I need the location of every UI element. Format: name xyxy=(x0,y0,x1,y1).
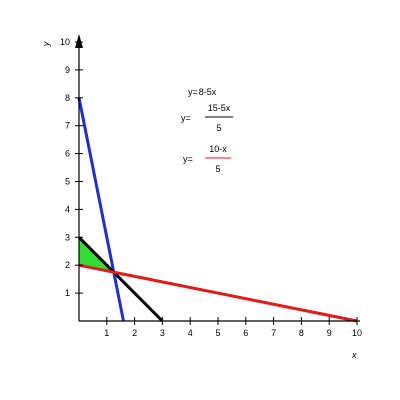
x-tick-label: 2 xyxy=(132,328,137,338)
x-tick-label: 4 xyxy=(188,328,193,338)
y-tick-label: 1 xyxy=(65,288,70,298)
x-tick-label: 1 xyxy=(104,328,109,338)
y-axis-label: y xyxy=(41,41,51,47)
series-line-black xyxy=(77,236,164,323)
series-layer xyxy=(77,97,358,323)
legend-eq-blue: y=8-5x xyxy=(188,87,217,97)
y-tick-label: 5 xyxy=(65,177,70,187)
legend-eq-red-numerator: 10-x xyxy=(209,144,227,154)
x-tick-label: 5 xyxy=(215,328,220,338)
legend-eq-black-denominator: 5 xyxy=(216,123,221,133)
y-tick-label: 9 xyxy=(65,65,70,75)
legend-eq-black-numerator: 15-5x xyxy=(208,103,231,113)
y-axis-arrow xyxy=(75,34,83,48)
legend-eq-red-lhs: y= xyxy=(183,154,193,164)
x-tick-label: 9 xyxy=(327,328,332,338)
x-tick-label: 7 xyxy=(271,328,276,338)
x-tick-label: 8 xyxy=(299,328,304,338)
legend-eq-blue-rhs: 8-5x xyxy=(199,87,217,97)
legend-eq-blue-lhs: y= xyxy=(188,87,198,97)
series-line-red xyxy=(78,263,358,323)
y-tick-label: 6 xyxy=(65,149,70,159)
y-tick-label: 8 xyxy=(65,93,70,103)
x-axis-label: x xyxy=(351,350,357,360)
ticks-layer: 1 2 3 4 5 6 7 8 9 10 1 2 3 4 5 6 7 8 9 10 xyxy=(60,37,362,338)
legend-eq-black-lhs: y= xyxy=(181,113,191,123)
y-tick-label: 10 xyxy=(60,37,70,47)
x-tick-label: 6 xyxy=(243,328,248,338)
y-tick-label: 7 xyxy=(65,121,70,131)
x-tick-label: 10 xyxy=(352,328,362,338)
y-tick-label: 4 xyxy=(65,204,70,214)
series-line-blue xyxy=(77,97,125,322)
y-tick-label: 2 xyxy=(65,260,70,270)
x-tick-label: 3 xyxy=(160,328,165,338)
legend-eq-red-denominator: 5 xyxy=(215,164,220,174)
axes-layer xyxy=(75,34,360,322)
y-tick-label: 3 xyxy=(65,232,70,242)
